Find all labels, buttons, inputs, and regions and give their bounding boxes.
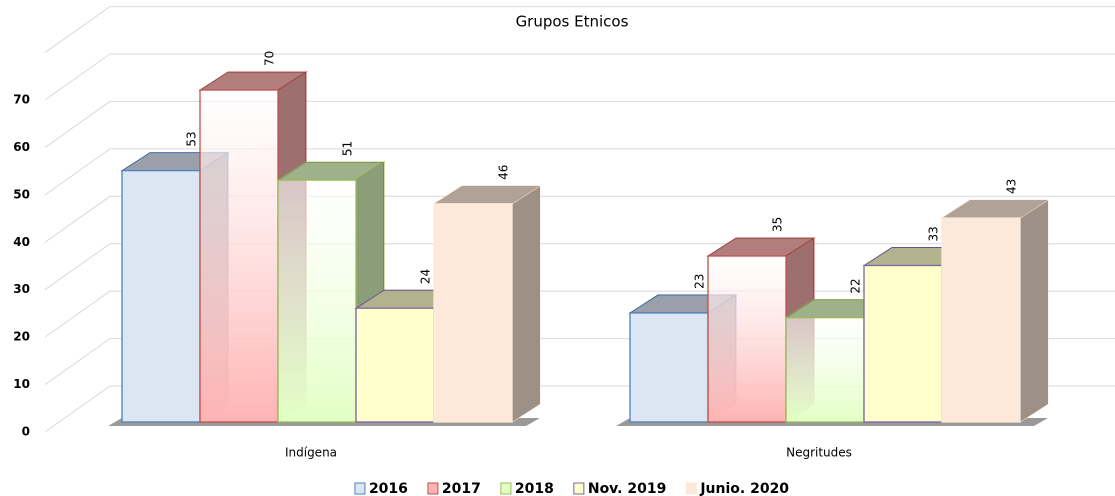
y-tick-label: 50 bbox=[13, 187, 30, 201]
legend-swatch bbox=[427, 482, 439, 495]
y-tick-label: 40 bbox=[13, 235, 30, 249]
bar bbox=[433, 203, 513, 423]
legend-item: 2017 bbox=[427, 481, 481, 496]
x-tick-label: Negritudes bbox=[786, 446, 852, 460]
bar bbox=[785, 317, 865, 423]
grid-line bbox=[44, 148, 1115, 196]
legend-swatch bbox=[685, 482, 697, 495]
bar-side-shade bbox=[1020, 200, 1048, 422]
bar-top-shade bbox=[434, 185, 540, 204]
legend-label: 2018 bbox=[515, 481, 554, 496]
value-label: 51 bbox=[341, 141, 355, 156]
bar bbox=[277, 179, 357, 423]
value-label: 46 bbox=[497, 165, 511, 180]
value-label: 33 bbox=[927, 226, 941, 241]
bar bbox=[707, 255, 787, 423]
grid-line bbox=[44, 53, 1115, 101]
legend-swatch bbox=[573, 482, 585, 495]
bar bbox=[629, 312, 709, 423]
value-label: 70 bbox=[263, 51, 277, 66]
legend-swatch bbox=[354, 482, 366, 495]
legend-label: Junio. 2020 bbox=[699, 481, 789, 496]
bar bbox=[941, 217, 1021, 423]
x-tick-label: Indígena bbox=[285, 446, 337, 460]
legend-label: Nov. 2019 bbox=[588, 481, 666, 496]
legend-label: 2017 bbox=[442, 481, 481, 496]
bar-top-shade bbox=[278, 162, 384, 181]
value-label: 23 bbox=[693, 274, 707, 289]
value-label: 24 bbox=[419, 269, 433, 284]
grid-frame bbox=[44, 6, 1115, 53]
value-label: 53 bbox=[185, 131, 199, 146]
legend-swatch bbox=[500, 482, 512, 495]
bar bbox=[355, 307, 435, 423]
bar bbox=[863, 264, 943, 423]
legend-label: 2016 bbox=[369, 481, 408, 496]
value-label: 35 bbox=[771, 217, 785, 232]
bar-side-shade bbox=[512, 185, 540, 422]
y-tick-label: 20 bbox=[13, 330, 30, 344]
bar bbox=[199, 89, 279, 423]
legend-item: 2016 bbox=[354, 481, 408, 496]
chart-title: Grupos Etnicos bbox=[516, 13, 629, 31]
bar-top-shade bbox=[708, 238, 814, 256]
y-tick-label: 0 bbox=[22, 425, 30, 439]
legend-item: 2018 bbox=[500, 481, 554, 496]
y-tick-label: 30 bbox=[13, 282, 30, 296]
y-tick-label: 60 bbox=[13, 140, 30, 154]
grid-line bbox=[44, 100, 1115, 148]
y-tick-label: 10 bbox=[13, 377, 30, 391]
y-tick-label: 70 bbox=[13, 93, 30, 107]
grid-line bbox=[44, 195, 1115, 243]
value-label: 43 bbox=[1005, 179, 1019, 194]
legend-item: Nov. 2019 bbox=[573, 481, 666, 496]
legend-item: Junio. 2020 bbox=[685, 481, 789, 496]
bar-top-shade bbox=[200, 72, 306, 90]
bar bbox=[121, 169, 201, 423]
bar-top-shade bbox=[942, 200, 1048, 219]
value-label: 22 bbox=[849, 278, 863, 293]
